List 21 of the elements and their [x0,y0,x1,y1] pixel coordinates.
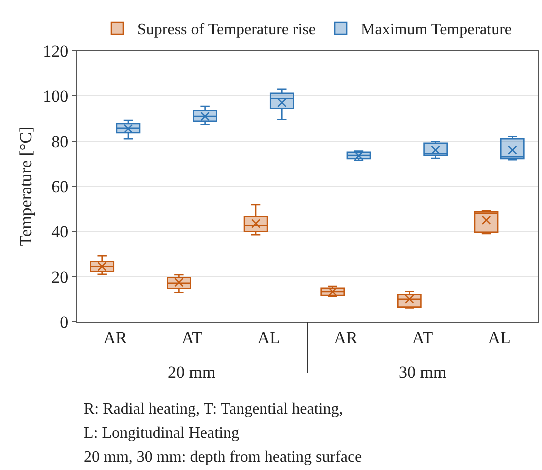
x-tick-label: AT [412,328,434,348]
y-axis-title: Temperature [°C] [16,126,36,246]
text: L: Longitudinal Heating [84,425,240,442]
y-tick-label: 40 [52,222,69,242]
x-tick-label: AR [104,328,128,348]
x-tick-label: AR [334,328,358,348]
text: 30 mm [399,363,447,382]
y-tick-label: 100 [43,87,69,106]
y-tick-label: 120 [43,42,69,61]
y-tick-label: 20 [52,268,69,287]
x-tick-label: AL [488,328,511,348]
text: 20 mm, 30 mm: depth from heating surface [84,449,362,466]
y-tick-label: 80 [52,132,69,152]
y-tick-label: 0 [60,312,69,332]
text: R: Radial heating, T: Tangential heating, [84,401,344,418]
x-tick-label: AL [258,328,280,348]
x-tick-label: AT [182,328,204,348]
legend-label: Maximum Temperature [361,22,512,39]
text: 20 mm [168,363,216,382]
y-tick-label: 60 [52,177,69,196]
legend-label: Supress of Temperature rise [138,22,316,39]
